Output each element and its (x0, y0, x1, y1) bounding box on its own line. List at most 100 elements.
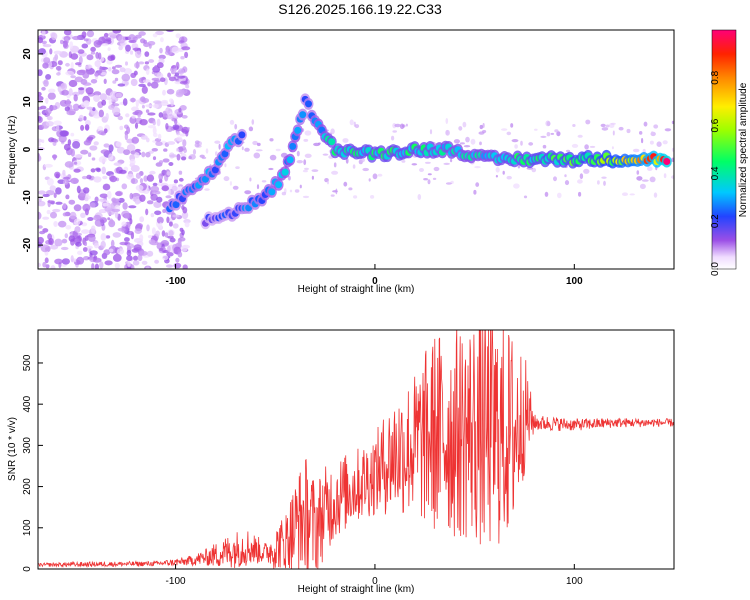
colorbar-label: Normalized spectral amplitude (738, 82, 749, 217)
heatmap-noise-blob (62, 169, 66, 176)
heatmap-noise-blob (90, 51, 96, 55)
snr-xlabel: Height of straight line (km) (298, 584, 415, 595)
heatmap-noise-blob (368, 178, 371, 182)
heatmap-noise-blob (528, 142, 534, 146)
heatmap-noise-blob (60, 83, 66, 89)
heatmap-noise-blob (130, 72, 137, 78)
colorbar-tick-label: 0.8 (710, 70, 721, 84)
heatmap-noise-blob (100, 149, 110, 154)
heatmap-noise-blob (96, 168, 101, 173)
heatmap-noise-blob (419, 168, 424, 172)
heatmap-noise-blob (41, 40, 48, 45)
heatmap-noise-blob (173, 262, 182, 269)
heatmap-noise-blob (479, 124, 483, 130)
heatmap-noise-blob (261, 180, 267, 183)
heatmap-noise-blob (510, 123, 514, 128)
heatmap-noise-blob (579, 173, 584, 180)
heatmap-noise-blob (80, 212, 86, 218)
heatmap-noise-blob (169, 154, 178, 158)
snr-panel: -100 0 100 0 100 200 300 400 500 Height of strai… (7, 329, 675, 595)
heatmap-noise-blob (132, 47, 142, 51)
heatmap-noise-blob (330, 194, 335, 197)
heatmap-noise-blob (63, 30, 72, 36)
heatmap-noise-blob (73, 161, 78, 165)
heatmap-noise-blob (513, 183, 520, 189)
heatmap-noise-blob (63, 176, 71, 180)
heatmap-noise-blob (176, 136, 183, 142)
heatmap-noise-blob (50, 105, 58, 111)
heatmap-noise-blob (671, 147, 674, 152)
heatmap-noise-blob (166, 264, 173, 268)
heatmap-noise-blob (143, 175, 148, 182)
heatmap-noise-blob (121, 183, 128, 190)
heatmap-noise-blob (571, 143, 579, 148)
heatmap-noise-blob (54, 171, 61, 178)
heatmap-noise-blob (175, 148, 179, 152)
heatmap-noise-blob (93, 91, 102, 96)
heatmap-noise-blob (450, 158, 453, 163)
heatmap-noise-blob (76, 256, 85, 265)
heatmap-noise-blob (145, 208, 149, 216)
heatmap-noise-blob (401, 160, 406, 163)
heatmap-noise-blob (671, 175, 674, 179)
heatmap-noise-blob (66, 99, 71, 107)
heatmap-noise-blob (123, 81, 129, 86)
heatmap-noise-blob (108, 32, 117, 37)
y-tick-label: 300 (22, 437, 33, 454)
heatmap-noise-blob (556, 131, 561, 137)
heatmap-noise-blob (45, 97, 49, 104)
heatmap-noise-blob (44, 257, 49, 264)
heatmap-noise-blob (165, 107, 171, 114)
heatmap-noise-blob (470, 138, 476, 145)
heatmap-noise-blob (564, 174, 567, 178)
heatmap-noise-blob (93, 214, 102, 221)
heatmap-noise-blob (72, 35, 81, 41)
heatmap-noise-blob (78, 114, 84, 121)
heatmap-noise-blob (80, 124, 85, 131)
heatmap-noise-blob (234, 123, 238, 130)
heatmap-noise-blob (153, 79, 161, 83)
heatmap-noise-blob (90, 168, 96, 173)
heatmap-noise-blob (38, 69, 43, 77)
heatmap-noise-blob (600, 123, 606, 128)
heatmap-noise-blob (86, 30, 95, 38)
heatmap-noise-blob (102, 202, 109, 207)
heatmap-noise-blob (639, 183, 646, 190)
heatmap-noise-blob (95, 51, 100, 59)
heatmap-noise-blob (427, 173, 432, 176)
heatmap-noise-blob (59, 99, 69, 107)
heatmap-noise-blob (256, 142, 261, 147)
heatmap-noise-blob (98, 109, 105, 118)
heatmap-noise-blob (77, 49, 85, 54)
heatmap-noise-blob (119, 169, 127, 174)
heatmap-noise-blob (372, 173, 378, 180)
heatmap-noise-blob (46, 209, 51, 215)
heatmap-noise-blob (174, 72, 180, 77)
heatmap-noise-blob (550, 132, 555, 135)
heatmap-noise-blob (553, 176, 557, 182)
heatmap-noise-blob (172, 124, 180, 130)
heatmap-noise-blob (61, 258, 70, 265)
heatmap-noise-blob (156, 118, 161, 127)
y-tick-label: 0 (22, 146, 33, 152)
heatmap-noise-blob (83, 38, 89, 42)
heatmap-noise-blob (632, 148, 640, 153)
heatmap-noise-blob (153, 201, 162, 209)
heatmap-noise-blob (175, 33, 181, 39)
heatmap-noise-blob (152, 120, 156, 126)
heatmap-noise-blob (94, 263, 99, 269)
heatmap-noise-blob (433, 166, 440, 172)
heatmap-noise-blob (253, 152, 261, 159)
heatmap-noise-blob (167, 245, 171, 253)
heatmap-noise-blob (330, 128, 335, 135)
heatmap-noise-blob (69, 41, 74, 50)
heatmap-noise-blob (175, 257, 180, 263)
heatmap-noise-blob (370, 195, 375, 199)
heatmap-noise-blob (134, 62, 140, 69)
heatmap-noise-blob (506, 131, 512, 136)
heatmap-noise-blob (251, 119, 255, 125)
heatmap-noise-blob (165, 123, 169, 130)
heatmap-ridge-core (294, 126, 302, 134)
heatmap-noise-blob (188, 156, 192, 160)
heatmap-noise-blob (187, 126, 190, 130)
